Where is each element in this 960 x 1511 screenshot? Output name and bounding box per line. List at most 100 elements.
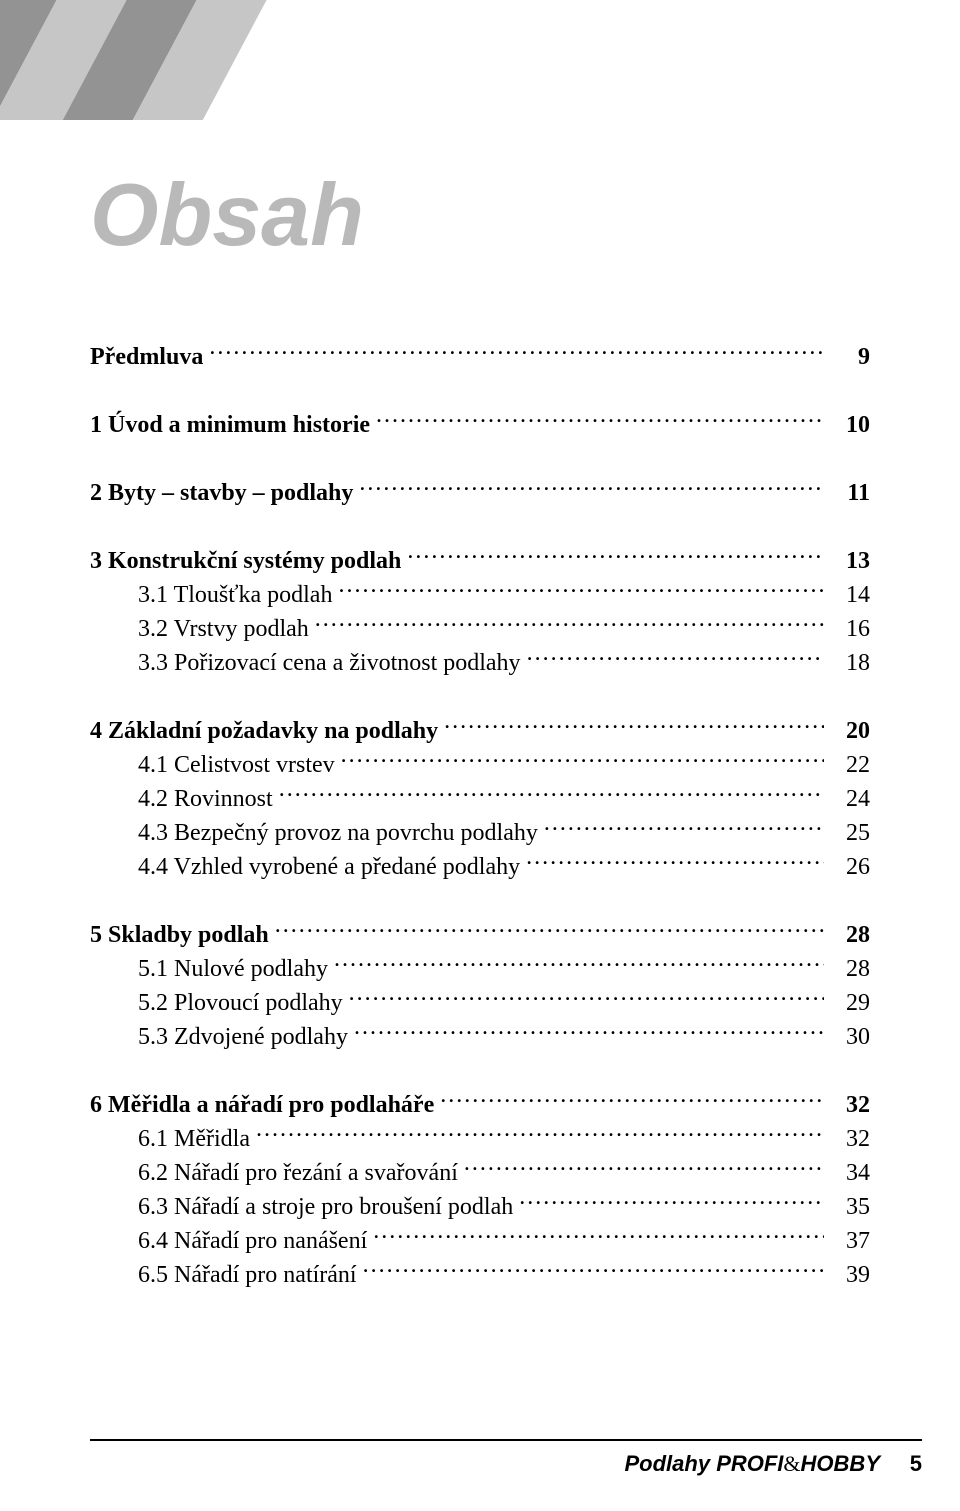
footer-brand-profi: PROFI [716, 1451, 783, 1476]
toc-page: 32 [830, 1088, 870, 1122]
toc-leader [444, 714, 824, 738]
toc-gap [90, 884, 870, 918]
toc-page: 18 [830, 646, 870, 680]
toc-label: 6.3 Nářadí a stroje pro broušení podlah [138, 1190, 513, 1224]
toc-label: 6.5 Nářadí pro natírání [138, 1258, 357, 1292]
toc-page: 26 [830, 850, 870, 884]
toc-label: Předmluva [90, 340, 203, 374]
toc-page: 29 [830, 986, 870, 1020]
toc-leader [349, 986, 824, 1010]
toc-section: 6.1 Měřidla 32 [90, 1122, 870, 1156]
toc-section: 3.3 Pořizovací cena a životnost podlahy 1… [90, 646, 870, 680]
toc-page: 11 [830, 476, 870, 510]
toc-label: 4.1 Celistvost vrstev [138, 748, 335, 782]
toc-label: 5.3 Zdvojené podlahy [138, 1020, 348, 1054]
toc-leader [359, 476, 824, 500]
corner-stripes [0, 0, 360, 120]
page-title: Obsah [90, 164, 364, 266]
footer-brand-hobby: HOBBY [801, 1451, 880, 1476]
toc-leader [544, 816, 824, 840]
toc-chapter: 5 Skladby podlah 28 [90, 918, 870, 952]
toc-page: 25 [830, 816, 870, 850]
toc-chapter: 1 Úvod a minimum historie 10 [90, 408, 870, 442]
toc-leader [527, 646, 824, 670]
toc-page: 20 [830, 714, 870, 748]
toc-page: 9 [830, 340, 870, 374]
toc-page: 35 [830, 1190, 870, 1224]
toc-leader [464, 1156, 824, 1180]
footer-brand-amp: & [783, 1451, 800, 1476]
toc-label: 6 Měřidla a nářadí pro podlaháře [90, 1088, 434, 1122]
toc-label: 6.4 Nářadí pro nanášení [138, 1224, 367, 1258]
toc-label: 5.2 Plovoucí podlahy [138, 986, 343, 1020]
page: Obsah Předmluva 9 1 Úvod a minimum histori… [0, 0, 960, 1511]
toc-page: 28 [830, 918, 870, 952]
toc-leader [354, 1020, 824, 1044]
toc-page: 24 [830, 782, 870, 816]
toc-page: 30 [830, 1020, 870, 1054]
toc-leader [334, 952, 824, 976]
toc-section: 5.3 Zdvojené podlahy 30 [90, 1020, 870, 1054]
toc-gap [90, 680, 870, 714]
toc-section: 6.5 Nářadí pro natírání 39 [90, 1258, 870, 1292]
toc-label: 6.2 Nářadí pro řezání a svařování [138, 1156, 458, 1190]
toc-label: 4 Základní požadavky na podlahy [90, 714, 438, 748]
toc-leader [407, 544, 824, 568]
toc-page: 13 [830, 544, 870, 578]
toc-section: 6.4 Nářadí pro nanášení 37 [90, 1224, 870, 1258]
toc-section: 4.3 Bezpečný provoz na povrchu podlahy 25 [90, 816, 870, 850]
toc-label: 4.3 Bezpečný provoz na povrchu podlahy [138, 816, 538, 850]
toc-label: 5 Skladby podlah [90, 918, 269, 952]
toc-leader [341, 748, 824, 772]
toc-page: 14 [830, 578, 870, 612]
toc-page: 10 [830, 408, 870, 442]
footer-book-title: Podlahy [624, 1451, 710, 1476]
toc-section: 4.2 Rovinnost 24 [90, 782, 870, 816]
toc-leader [363, 1258, 824, 1282]
toc-page: 32 [830, 1122, 870, 1156]
toc-chapter: 2 Byty – stavby – podlahy 11 [90, 476, 870, 510]
toc-label: 2 Byty – stavby – podlahy [90, 476, 353, 510]
table-of-contents: Předmluva 9 1 Úvod a minimum historie 10 2 B… [90, 340, 870, 1292]
toc-section: 5.2 Plovoucí podlahy 29 [90, 986, 870, 1020]
toc-gap [90, 1054, 870, 1088]
toc-page: 28 [830, 952, 870, 986]
footer-rule [90, 1439, 922, 1441]
toc-leader [275, 918, 824, 942]
toc-chapter: 6 Měřidla a nářadí pro podlaháře 32 [90, 1088, 870, 1122]
toc-label: 3 Konstrukční systémy podlah [90, 544, 401, 578]
toc-label: 3.3 Pořizovací cena a životnost podlahy [138, 646, 521, 680]
toc-section: 5.1 Nulové podlahy 28 [90, 952, 870, 986]
toc-leader [519, 1190, 824, 1214]
toc-section: 4.1 Celistvost vrstev22 [90, 748, 870, 782]
toc-leader [376, 408, 824, 432]
toc-leader [440, 1088, 824, 1112]
toc-label: 5.1 Nulové podlahy [138, 952, 328, 986]
toc-label: 4.4 Vzhled vyrobené a předané podlahy [138, 850, 520, 884]
toc-page: 39 [830, 1258, 870, 1292]
toc-leader [279, 782, 824, 806]
toc-gap [90, 442, 870, 476]
footer-page-number: 5 [910, 1451, 922, 1477]
toc-chapter: 4 Základní požadavky na podlahy 20 [90, 714, 870, 748]
toc-page: 37 [830, 1224, 870, 1258]
toc-chapter: Předmluva 9 [90, 340, 870, 374]
toc-gap [90, 510, 870, 544]
toc-leader [526, 850, 824, 874]
toc-section: 3.1 Tloušťka podlah14 [90, 578, 870, 612]
footer-title: Podlahy PROFI&HOBBY [624, 1451, 880, 1477]
toc-section: 6.3 Nářadí a stroje pro broušení podlah 3… [90, 1190, 870, 1224]
toc-leader [338, 578, 824, 602]
toc-leader [315, 612, 824, 636]
toc-leader [256, 1122, 824, 1146]
toc-section: 6.2 Nářadí pro řezání a svařování 34 [90, 1156, 870, 1190]
toc-page: 34 [830, 1156, 870, 1190]
toc-chapter: 3 Konstrukční systémy podlah 13 [90, 544, 870, 578]
toc-leader [209, 340, 824, 364]
toc-section: 3.2 Vrstvy podlah16 [90, 612, 870, 646]
toc-label: 6.1 Měřidla [138, 1122, 250, 1156]
toc-section: 4.4 Vzhled vyrobené a předané podlahy 26 [90, 850, 870, 884]
toc-label: 4.2 Rovinnost [138, 782, 273, 816]
toc-label: 1 Úvod a minimum historie [90, 408, 370, 442]
toc-page: 16 [830, 612, 870, 646]
